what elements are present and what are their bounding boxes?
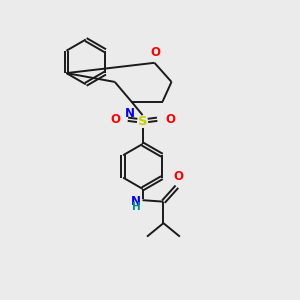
Text: O: O bbox=[110, 113, 120, 126]
Text: H: H bbox=[132, 202, 140, 212]
Text: N: N bbox=[131, 195, 141, 208]
Text: O: O bbox=[165, 113, 175, 126]
Text: S: S bbox=[138, 115, 147, 128]
Text: O: O bbox=[173, 170, 183, 183]
Text: O: O bbox=[150, 46, 160, 59]
Text: N: N bbox=[125, 107, 135, 120]
